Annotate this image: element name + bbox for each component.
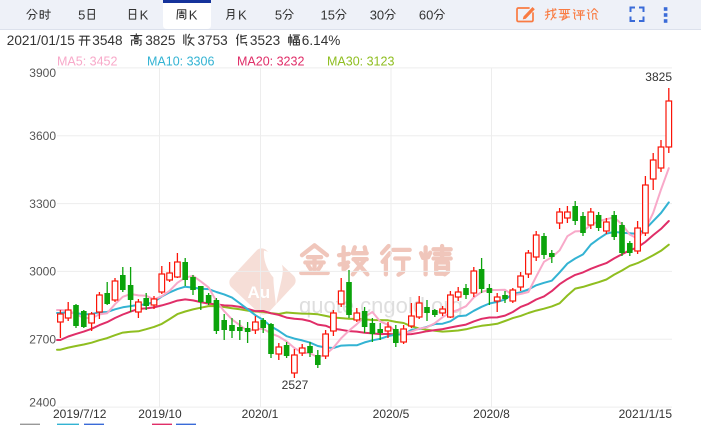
svg-text:2019/7/12: 2019/7/12 [53,407,107,421]
svg-text:2700: 2700 [29,333,56,347]
svg-text:2020/8: 2020/8 [473,407,510,421]
svg-text:6.14%: 6.14% [302,33,341,48]
svg-text:K: K [238,8,247,23]
svg-text:2020/1: 2020/1 [242,407,279,421]
svg-text:2527: 2527 [282,378,309,392]
svg-text:5: 5 [78,8,85,23]
svg-text:0: 0 [377,8,384,23]
svg-text:3825: 3825 [145,33,175,48]
svg-text:3548: 3548 [92,33,122,48]
svg-text:1: 1 [321,8,328,23]
svg-text:3000: 3000 [29,265,56,279]
svg-text:3300: 3300 [29,197,56,211]
svg-text:5: 5 [275,8,282,23]
svg-text:3825: 3825 [645,70,672,84]
svg-text:quote.cngold.org: quote.cngold.org [299,293,463,318]
svg-text:6: 6 [419,8,426,23]
svg-text:3: 3 [370,8,377,23]
svg-text:2019/10: 2019/10 [138,407,182,421]
svg-text:MA20: 3232: MA20: 3232 [237,55,304,69]
svg-text:5: 5 [328,8,335,23]
svg-text:MA5: 3452: MA5: 3452 [57,55,118,69]
svg-text:Au: Au [248,283,271,302]
svg-text:0: 0 [426,8,433,23]
svg-text:MA10: 3306: MA10: 3306 [147,55,214,69]
svg-text:3900: 3900 [29,66,56,80]
svg-text:2400: 2400 [29,396,56,410]
svg-text:2021/01/15: 2021/01/15 [7,33,75,48]
svg-text:2020/5: 2020/5 [373,407,410,421]
svg-text:K: K [140,8,149,23]
svg-text:3600: 3600 [29,129,56,143]
svg-text:3753: 3753 [198,33,228,48]
svg-text:2021/1/15: 2021/1/15 [619,407,673,421]
svg-text:3523: 3523 [250,33,280,48]
svg-text:MA30: 3123: MA30: 3123 [327,55,394,69]
svg-text:K: K [189,8,198,23]
